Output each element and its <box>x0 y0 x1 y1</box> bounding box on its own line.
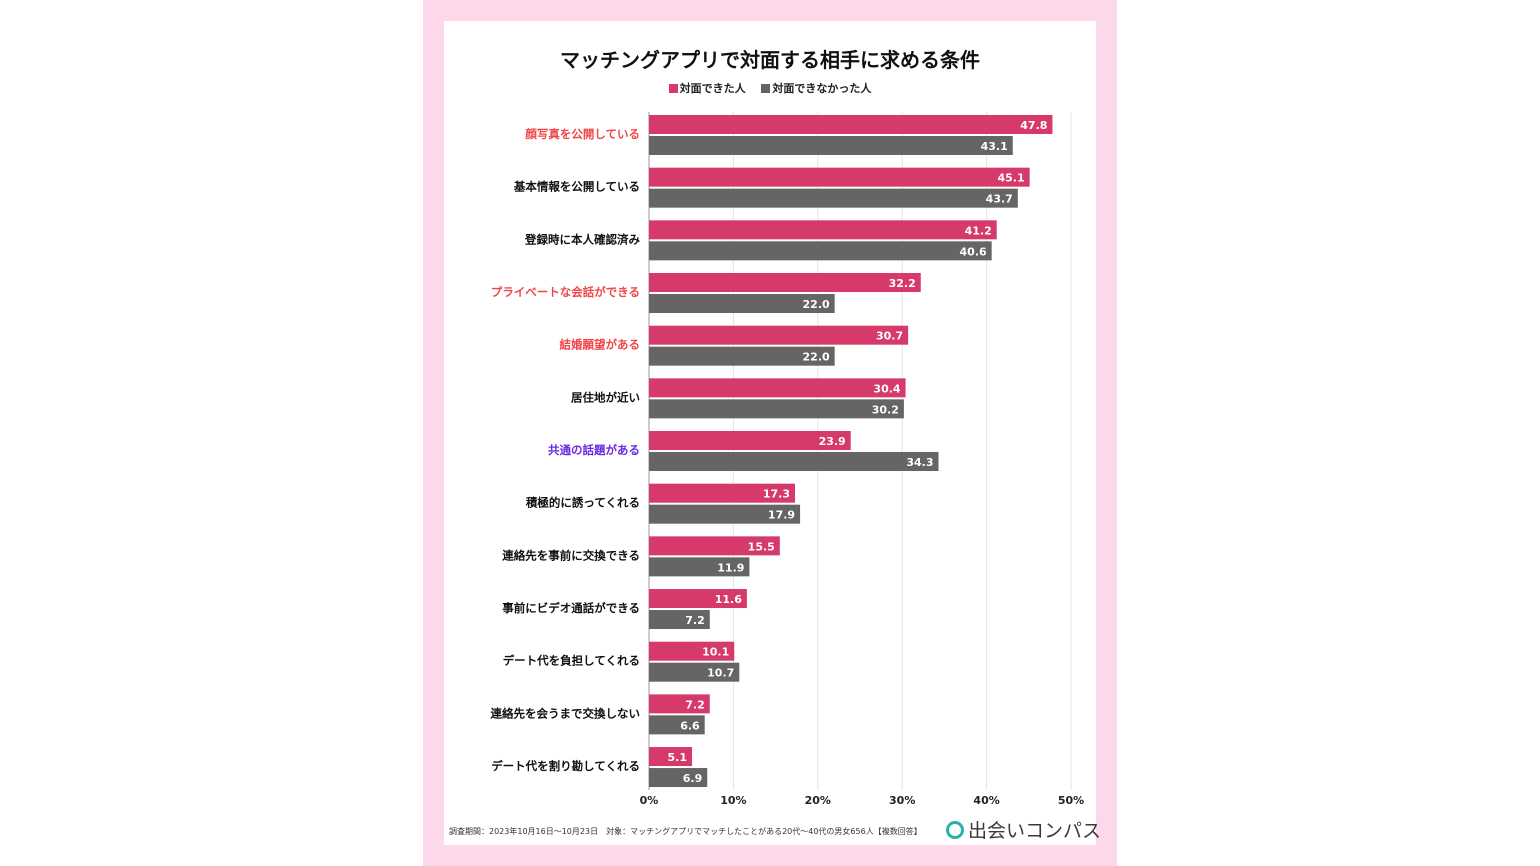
legend-label: 対面できなかった人 <box>772 82 872 95</box>
logo-text: 出会いコンパス <box>968 820 1102 842</box>
data-label: 41.2 <box>965 224 992 237</box>
bar-not-met <box>649 452 939 472</box>
data-label: 11.6 <box>715 593 742 606</box>
data-label: 7.2 <box>685 614 705 627</box>
bar-met <box>649 483 796 503</box>
x-tick-label: 0% <box>640 794 659 807</box>
data-label: 47.8 <box>1020 119 1047 132</box>
bar-not-met <box>649 188 1018 208</box>
x-tick-label: 40% <box>973 794 999 807</box>
bar-met <box>649 431 851 451</box>
bar-met <box>649 641 735 661</box>
legend-swatch <box>761 84 771 93</box>
data-label: 23.9 <box>819 435 846 448</box>
footer-note: 調査期間：2023年10月16日〜10月23日 対象：マッチングアプリでマッチし… <box>449 827 922 836</box>
category-label: 連絡先を事前に交換できる <box>502 548 640 562</box>
category-label: 結婚願望がある <box>560 338 641 352</box>
data-label: 30.2 <box>872 403 899 416</box>
category-label: 事前にビデオ通話ができる <box>502 601 640 615</box>
data-label: 43.7 <box>986 193 1013 206</box>
bar-met <box>649 115 1053 134</box>
bar-not-met <box>649 504 801 524</box>
data-label: 17.3 <box>763 488 790 501</box>
bar-not-met <box>649 136 1013 155</box>
legend-swatch <box>668 84 678 93</box>
bar-not-met <box>649 294 835 314</box>
data-label: 6.9 <box>683 772 703 785</box>
category-label: 登録時に本人確認済み <box>524 232 640 246</box>
category-label: デート代を負担してくれる <box>503 654 640 668</box>
category-label: デート代を割り勘してくれる <box>491 759 640 773</box>
x-tick-label: 10% <box>720 794 746 807</box>
bar-not-met <box>649 715 705 735</box>
data-label: 6.6 <box>680 719 700 732</box>
legend-label: 対面できた人 <box>679 82 746 95</box>
x-tick-label: 50% <box>1058 794 1084 807</box>
bar-met <box>649 167 1030 187</box>
x-tick-label: 30% <box>889 794 915 807</box>
x-tick-label: 20% <box>805 794 831 807</box>
category-label: プライベートな会話ができる <box>491 285 640 299</box>
bar-not-met <box>649 346 835 366</box>
category-label: 積極的に誘ってくれる <box>525 496 640 510</box>
bar-met <box>649 325 909 345</box>
data-label: 11.9 <box>717 561 744 574</box>
bar-met <box>649 273 921 293</box>
compass-icon <box>946 820 964 839</box>
data-label: 22.0 <box>803 351 830 364</box>
legend-item-not-met: 対面できなかった人 <box>761 82 871 95</box>
data-label: 30.4 <box>873 382 900 395</box>
bar-not-met <box>649 662 740 682</box>
bar-not-met <box>649 241 992 261</box>
bar-not-met <box>649 399 904 419</box>
data-label: 10.1 <box>702 646 729 659</box>
bar-met <box>649 220 997 240</box>
bar-met <box>649 589 747 609</box>
bar-met <box>649 536 780 556</box>
data-label: 7.2 <box>685 698 705 711</box>
logo: 出会いコンパス <box>946 816 1101 843</box>
bar-not-met <box>649 610 710 630</box>
legend: 対面できた人 対面できなかった人 <box>444 80 1096 96</box>
data-label: 45.1 <box>998 172 1025 185</box>
data-label: 43.1 <box>981 140 1008 153</box>
legend-item-met: 対面できた人 <box>668 82 746 95</box>
data-label: 22.0 <box>803 298 830 311</box>
chart-title: マッチングアプリで対面する相手に求める条件 <box>560 48 980 72</box>
data-label: 32.2 <box>889 277 916 290</box>
bar-not-met <box>649 557 750 577</box>
category-label: 居住地が近い <box>571 390 640 404</box>
bar-not-met <box>649 768 708 788</box>
category-label: 顔写真を公開している <box>524 127 640 141</box>
data-label: 15.5 <box>748 540 775 553</box>
bar-met <box>649 694 710 714</box>
data-label: 17.9 <box>768 509 795 522</box>
bar-met <box>649 378 906 398</box>
data-label: 34.3 <box>906 456 933 469</box>
data-label: 40.6 <box>960 245 987 258</box>
data-label: 10.7 <box>707 667 734 680</box>
category-label: 連絡先を会うまで交換しない <box>491 706 641 720</box>
category-label: 基本情報を公開している <box>513 180 640 194</box>
data-label: 5.1 <box>668 751 688 764</box>
data-label: 30.7 <box>876 330 903 343</box>
bar-met <box>649 747 693 767</box>
category-label: 共通の話題がある <box>548 443 640 457</box>
